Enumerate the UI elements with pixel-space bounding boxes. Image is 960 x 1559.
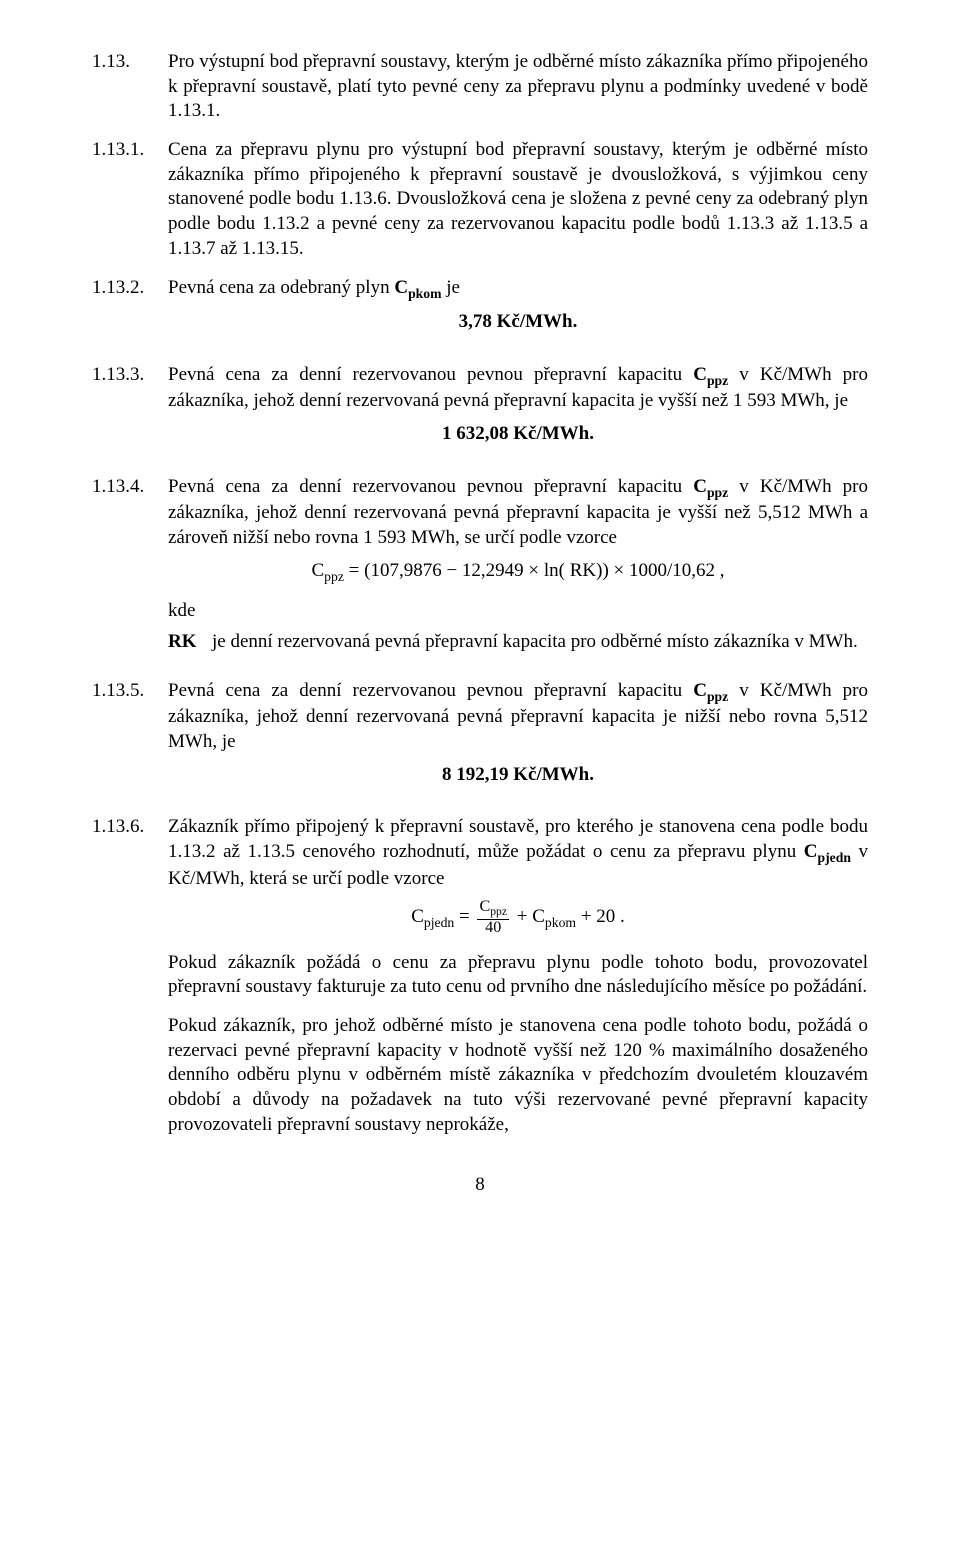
text-suffix: je bbox=[442, 277, 460, 298]
clause-label: 1.13.5. bbox=[92, 679, 168, 802]
formula-eq: = bbox=[454, 906, 474, 927]
symbol-sub: pjedn bbox=[818, 850, 851, 865]
symbol: C bbox=[394, 277, 408, 298]
definition-text: je denní rezervovaná pevná přepravní kap… bbox=[212, 630, 868, 655]
price-value: 3,78 Kč/MWh. bbox=[168, 310, 868, 335]
clause-1-13-5: 1.13.5. Pevná cena za denní rezervovanou… bbox=[92, 679, 868, 802]
frac-den: 40 bbox=[477, 920, 509, 937]
text-prefix: Pevná cena za denní rezervovanou pevnou … bbox=[168, 364, 693, 385]
page-number: 8 bbox=[92, 1173, 868, 1198]
clause-body: Pro výstupní bod přepravní soustavy, kte… bbox=[168, 50, 868, 124]
formula-tail-sub: pkom bbox=[545, 915, 576, 930]
clause-label: 1.13.3. bbox=[92, 363, 168, 461]
formula-lhs-sym: C bbox=[311, 560, 324, 581]
symbol-sub: ppz bbox=[707, 688, 728, 703]
clause-body: Pevná cena za odebraný plyn Cpkom je 3,7… bbox=[168, 276, 868, 349]
definition-label: RK bbox=[168, 630, 212, 655]
clause-body: Pevná cena za denní rezervovanou pevnou … bbox=[168, 363, 868, 461]
text-part-a: Zákazník přímo připojený k přepravní sou… bbox=[168, 816, 868, 862]
formula-tail-sym: C bbox=[532, 906, 545, 927]
clause-body: Pevná cena za denní rezervovanou pevnou … bbox=[168, 475, 868, 665]
formula: Cpjedn = Cppz 40 + Cpkom + 20 . bbox=[168, 899, 868, 936]
where-label: kde bbox=[168, 599, 868, 624]
symbol-sub: pkom bbox=[408, 285, 441, 300]
symbol: C bbox=[693, 476, 707, 497]
text-prefix: Pevná cena za odebraný plyn bbox=[168, 277, 394, 298]
formula-lhs-sym: C bbox=[411, 906, 424, 927]
symbol: C bbox=[804, 841, 818, 862]
clause-1-13-6: 1.13.6. Zákazník přímo připojený k přepr… bbox=[92, 815, 868, 1137]
clause-1-13-2: 1.13.2. Pevná cena za odebraný plyn Cpko… bbox=[92, 276, 868, 349]
definition-row: RK je denní rezervovaná pevná přepravní … bbox=[168, 630, 868, 655]
clause-label: 1.13.2. bbox=[92, 276, 168, 349]
clause-body: Pevná cena za denní rezervovanou pevnou … bbox=[168, 679, 868, 802]
text-prefix: Pevná cena za denní rezervovanou pevnou … bbox=[168, 680, 693, 701]
paragraph: Pokud zákazník, pro jehož odběrné místo … bbox=[168, 1014, 868, 1137]
clause-body: Zákazník přímo připojený k přepravní sou… bbox=[168, 815, 868, 1137]
paragraph: Pokud zákazník požádá o cenu za přepravu… bbox=[168, 951, 868, 1000]
clause-label: 1.13.6. bbox=[92, 815, 168, 1137]
formula-lhs-sub: pjedn bbox=[424, 915, 454, 930]
frac-num-sub: ppz bbox=[490, 905, 507, 918]
symbol: C bbox=[693, 364, 707, 385]
symbol-sub: ppz bbox=[707, 373, 728, 388]
text-prefix: Pevná cena za denní rezervovanou pevnou … bbox=[168, 476, 693, 497]
formula-lhs-sub: ppz bbox=[324, 568, 344, 583]
symbol-sub: ppz bbox=[707, 485, 728, 500]
frac-num-sym: C bbox=[479, 898, 490, 915]
clause-1-13-4: 1.13.4. Pevná cena za denní rezervovanou… bbox=[92, 475, 868, 665]
symbol: C bbox=[693, 680, 707, 701]
clause-label: 1.13.4. bbox=[92, 475, 168, 665]
price-value: 1 632,08 Kč/MWh. bbox=[168, 422, 868, 447]
formula-tail-a: + bbox=[512, 906, 532, 927]
document-page: 1.13. Pro výstupní bod přepravní soustav… bbox=[0, 0, 960, 1238]
clause-1-13-3: 1.13.3. Pevná cena za denní rezervovanou… bbox=[92, 363, 868, 461]
formula-fraction: Cppz 40 bbox=[477, 899, 509, 936]
price-value: 8 192,19 Kč/MWh. bbox=[168, 763, 868, 788]
clause-label: 1.13.1. bbox=[92, 138, 168, 261]
formula-rhs: = (107,9876 − 12,2949 × ln( RK)) × 1000/… bbox=[344, 560, 725, 581]
clause-1-13: 1.13. Pro výstupní bod přepravní soustav… bbox=[92, 50, 868, 124]
clause-label: 1.13. bbox=[92, 50, 168, 124]
formula: Cppz = (107,9876 − 12,2949 × ln( RK)) × … bbox=[168, 559, 868, 586]
clause-1-13-1: 1.13.1. Cena za přepravu plynu pro výstu… bbox=[92, 138, 868, 261]
formula-tail-b: + 20 . bbox=[576, 906, 625, 927]
clause-body: Cena za přepravu plynu pro výstupní bod … bbox=[168, 138, 868, 261]
